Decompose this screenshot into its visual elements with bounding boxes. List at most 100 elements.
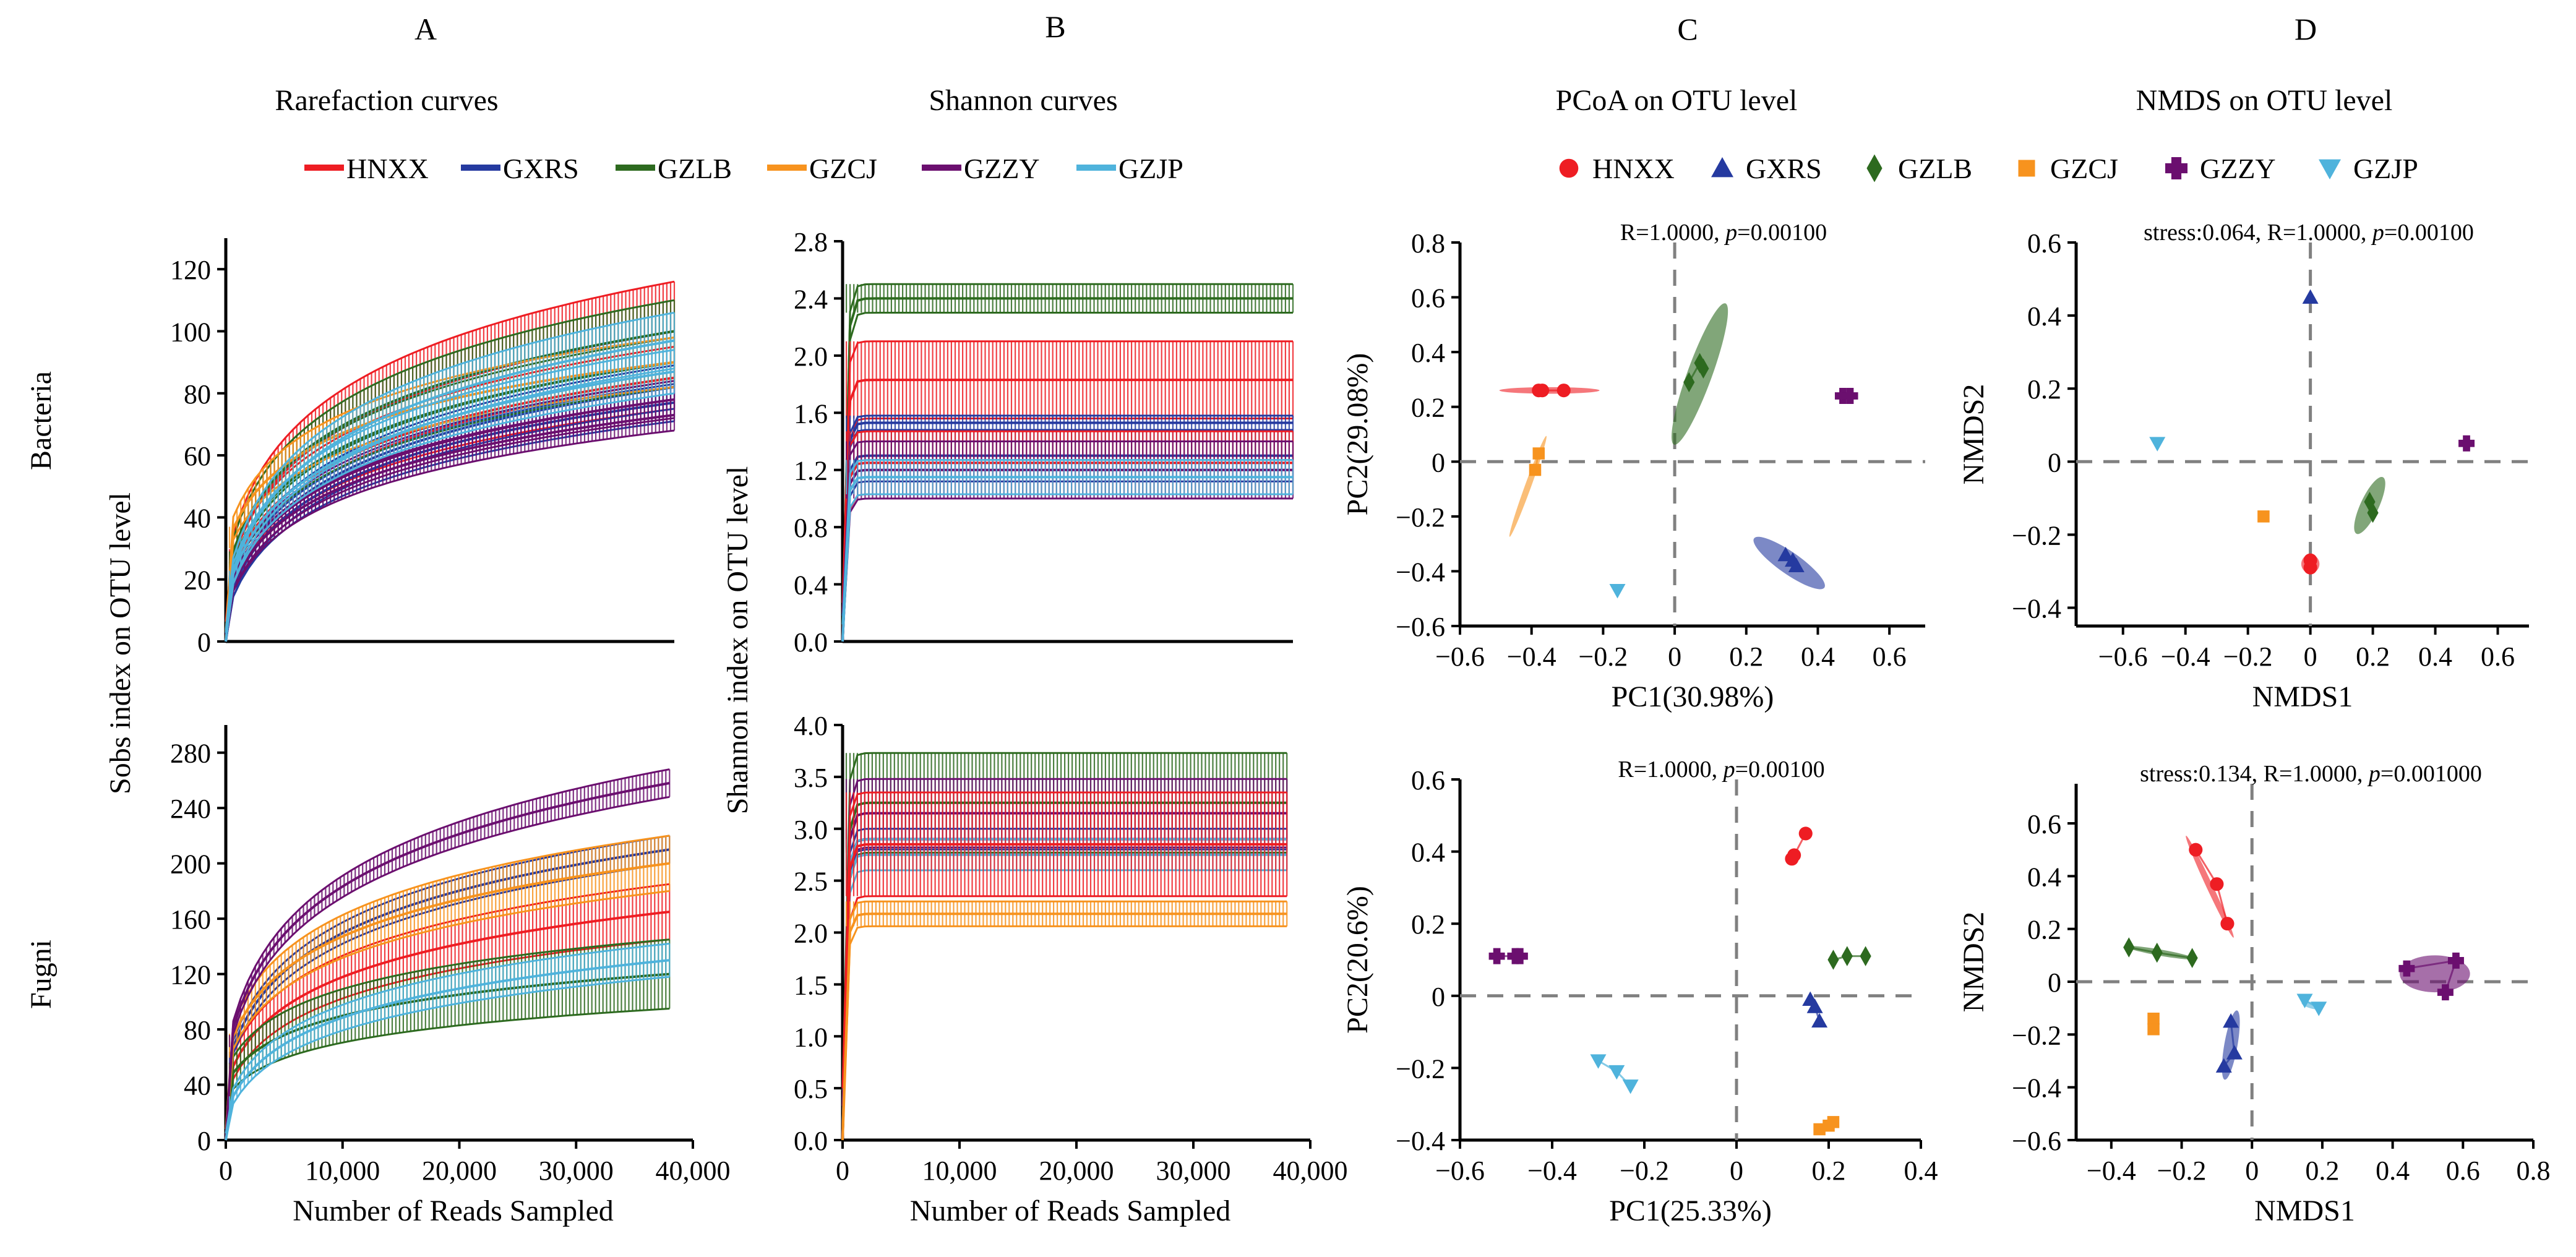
x-tick-label: −0.6 (1435, 641, 1485, 672)
point-gzcj (2147, 1023, 2160, 1036)
points-gzcj (2257, 510, 2270, 523)
points-gzzy (2458, 435, 2475, 452)
y-tick-label: 0.5 (794, 1074, 828, 1104)
points-gzzy (1834, 388, 1858, 405)
point-gxrs (2215, 1058, 2232, 1073)
x-tick-label: 0.6 (1873, 641, 1907, 672)
legend-marker-label-gxrs: GXRS (1746, 153, 1822, 184)
point-gzzy (2398, 960, 2415, 977)
point-gzjp (2296, 993, 2313, 1008)
y-tick-label: 0 (1432, 982, 1445, 1012)
point-gzzy (2447, 952, 2464, 969)
ylabel-shannon: Shannon index on OTU level (721, 466, 754, 815)
mean-line (841, 843, 1287, 1141)
legend-label-gzjp: GZJP (1118, 153, 1183, 184)
stats-annotation: stress:0.134, R=1.0000, p=0.001000 (2140, 761, 2482, 787)
point-gzzy (1488, 948, 1505, 964)
stats-annotation: R=1.0000, p=0.00100 (1620, 220, 1827, 246)
title-pcoa: PCoA on OTU level (1556, 84, 1798, 117)
legend-swatch-gzlb (616, 165, 655, 171)
x-tick-label: 0.4 (2376, 1156, 2410, 1186)
y-tick-label: 0.4 (2027, 862, 2061, 892)
x-tick-label: 0 (1730, 1156, 1743, 1186)
points-gzlb (1683, 353, 1709, 393)
x-tick-label: 20,000 (1039, 1156, 1114, 1186)
legend-swatch-gzjp (1076, 165, 1116, 171)
x-tick-label: −0.2 (2157, 1156, 2207, 1186)
points-hnxx (2303, 553, 2317, 575)
point-gxrs (2223, 1013, 2239, 1028)
y-tick-label: 20 (184, 565, 211, 596)
points-hnxx (1785, 826, 1813, 866)
y-tick-label: 0 (197, 1126, 211, 1156)
points-gzlb (2123, 937, 2198, 968)
point-gzlb (1841, 946, 1853, 966)
y-tick-label: 100 (170, 317, 211, 347)
y-tick-label: 80 (184, 1015, 211, 1045)
point-hnxx (1787, 848, 1801, 862)
y-axis-title: PC2(20.6%) (1341, 886, 1374, 1034)
points-gzcj (1813, 1116, 1840, 1136)
column-letter-b: B (1045, 9, 1065, 44)
y-tick-label: 0 (2048, 967, 2061, 998)
confidence-ellipse-gzlb (1671, 303, 1728, 445)
panel-nmds-fungi: −0.6 −0.4 −0.2 0 0.2 0.4 0.6 −0.4 −0.2 0 0.2 0.4 0.6… (1957, 761, 2551, 1227)
lower-bound-line (841, 493, 1293, 642)
y-tick-label: −0.2 (1396, 502, 1445, 533)
y-tick-label: 60 (184, 441, 211, 471)
x-tick-label: 10,000 (305, 1156, 380, 1186)
confidence-ellipse-hnxx (2186, 835, 2234, 938)
upper-bound-line (225, 349, 675, 633)
x-axis-title: NMDS1 (2254, 1195, 2355, 1227)
upper-bound-line (841, 752, 1287, 1091)
points-gzzy (2398, 952, 2464, 1001)
marker-legend: HNXX GXRS GZLB GZCJ GZZY GZJP (1559, 153, 2418, 184)
y-tick-label: 160 (170, 904, 211, 935)
points-hnxx (1532, 384, 1571, 398)
legend-swatch-gxrs (461, 165, 500, 171)
point-gzjp (1609, 584, 1626, 599)
title-rarefaction: Rarefaction curves (275, 84, 498, 117)
title-shannon: Shannon curves (929, 84, 1117, 117)
y-tick-label: 0.4 (1411, 838, 1445, 868)
mean-line (225, 911, 670, 1141)
y-tick-label: 0.6 (1411, 765, 1445, 796)
series-gzzy (225, 768, 671, 1141)
y-tick-label: 0.2 (2027, 915, 2061, 945)
mean-line (841, 297, 1293, 642)
y-tick-label: 0.2 (2027, 374, 2061, 405)
legend-marker-gzjp (2319, 159, 2341, 179)
point-gzlb (2186, 948, 2198, 968)
y-tick-label: −0.2 (2012, 1020, 2061, 1050)
stats-annotation: stress:0.064, R=1.0000, p=0.00100 (2144, 220, 2474, 246)
x-tick-label: 40,000 (1273, 1156, 1348, 1186)
legend-swatch-gzcj (767, 165, 807, 171)
point-gxrs (1806, 998, 1823, 1013)
point-gzlb (2151, 942, 2163, 963)
panel-pcoa-fungi: −0.4−0.200.20.40.6−0.6 −0.4 −0.2 0 0.2 0.4PC1… (1341, 757, 1938, 1227)
lower-bound-line (841, 480, 1293, 642)
x-tick-label: 0 (2245, 1156, 2259, 1186)
x-tick-label: −0.2 (1620, 1156, 1669, 1186)
upper-bound-line (841, 430, 1293, 611)
column-letter-c: C (1677, 12, 1698, 46)
point-gzjp (2311, 1002, 2327, 1016)
x-tick-label: 0.2 (1729, 641, 1763, 672)
x-tick-label: 0.6 (2481, 641, 2515, 672)
y-tick-label: 0.6 (2027, 809, 2061, 839)
series-gzlb (841, 283, 1294, 642)
upper-bound-line (841, 429, 1293, 616)
line-legend: HNXX GXRS GZLB GZCJ GZZY GZJP (304, 153, 1183, 184)
x-tick-label: 0 (836, 1156, 849, 1186)
upper-bound-line (225, 311, 675, 631)
y-tick-label: 0.2 (1411, 393, 1445, 423)
lower-bound-line (225, 976, 670, 1141)
x-axis-title: PC1(30.98%) (1612, 680, 1774, 713)
x-tick-label: 0.6 (2446, 1156, 2480, 1186)
point-gzzy (2458, 435, 2475, 452)
y-tick-label: 2.8 (794, 227, 828, 257)
mean-line (225, 862, 670, 1141)
upper-bound-line (841, 900, 1287, 1128)
x-tick-label: 0.4 (1801, 641, 1835, 672)
